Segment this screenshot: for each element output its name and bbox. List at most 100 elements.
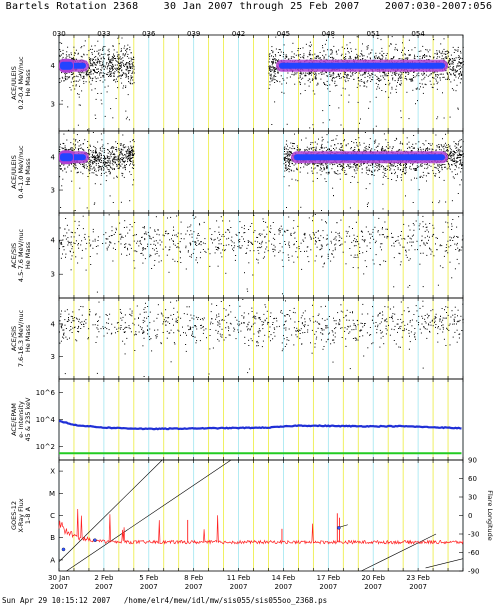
scatter-point [431,86,433,88]
scatter-point [315,163,317,165]
scatter-point [114,154,116,156]
scatter-point [244,272,245,274]
scatter-point [83,72,85,74]
scatter-point [432,149,434,151]
scatter-point [346,232,348,234]
scatter-point [149,227,151,229]
scatter-point [81,240,83,242]
scatter-point [305,72,307,74]
scatter-point [127,44,129,46]
scatter-point [251,223,253,224]
scatter-point [107,164,109,166]
scatter-point [406,91,408,93]
scatter-point [94,158,96,160]
scatter-point [66,55,68,57]
scatter-point [367,202,369,204]
scatter-point [103,162,105,164]
scatter-point [110,59,112,61]
scatter-point [122,74,123,76]
scatter-point [113,157,115,159]
scatter-point [439,149,441,151]
scatter-point [92,77,94,79]
scatter-point [423,174,425,176]
scatter-point [129,65,131,67]
scatter-point [385,57,387,59]
scatter-point [86,207,88,209]
scatter-point [321,136,323,138]
scatter-point [414,58,416,60]
scatter-point [453,89,455,91]
scatter-point [149,256,151,258]
scatter-point [85,161,87,163]
scatter-point [324,84,325,85]
scatter-point [309,162,311,164]
scatter-point [304,149,306,151]
scatter-point [76,168,78,170]
scatter-point [438,176,440,178]
scatter-point [273,56,274,58]
scatter-point [320,166,322,168]
scatter-point [440,43,442,45]
scatter-point [99,49,101,51]
scatter-point [290,234,292,236]
scatter-point [344,58,346,60]
scatter-point [103,160,105,162]
scatter-point [74,52,76,54]
scatter-point [316,165,318,167]
scatter-point [432,76,433,78]
scatter-point [121,69,123,71]
scatter-point [387,142,389,143]
scatter-point [270,69,272,71]
scatter-point [431,235,433,237]
scatter-point [425,140,427,142]
scatter-point [74,53,76,54]
scatter-point [112,117,114,119]
scatter-point [115,146,117,148]
scatter-point [75,147,76,149]
scatter-point [269,53,271,55]
scatter-point [108,64,109,66]
scatter-point [127,94,129,96]
scatter-point [348,94,350,96]
scatter-point [273,74,275,76]
scatter-point [358,137,360,139]
scatter-point [61,185,63,187]
scatter-point [124,54,126,56]
scatter-point [128,70,130,71]
scatter-point [132,61,134,63]
scatter-point [443,150,445,152]
scatter-point [383,72,385,74]
scatter-point [375,96,377,98]
scatter-point [423,243,425,245]
scatter-point [176,236,178,238]
scatter-point [417,150,419,152]
scatter-point [60,50,62,52]
scatter-point [395,166,397,167]
scatter-point [443,117,445,119]
scatter-point [83,45,85,47]
scatter-point [340,244,342,246]
scatter-point [334,163,336,165]
scatter-point [115,149,117,150]
scatter-point [283,147,285,149]
scatter-point [95,164,97,166]
scatter-point [120,65,122,67]
scatter-point [298,246,300,247]
scatter-point [364,82,366,84]
scatter-point [313,237,315,239]
scatter-point [100,174,102,176]
scatter-point [98,155,100,157]
scatter-point [281,91,283,93]
scatter-point [127,161,129,163]
scatter-point [282,56,284,58]
scatter-point [200,241,202,243]
scatter-point [443,38,445,40]
scatter-point [345,144,347,146]
scatter-point [367,206,368,207]
scatter-point [86,75,88,77]
scatter-point [89,48,91,50]
scatter-point [418,149,419,150]
scatter-point [133,168,134,169]
scatter-point [302,47,304,49]
scatter-point [103,164,105,166]
